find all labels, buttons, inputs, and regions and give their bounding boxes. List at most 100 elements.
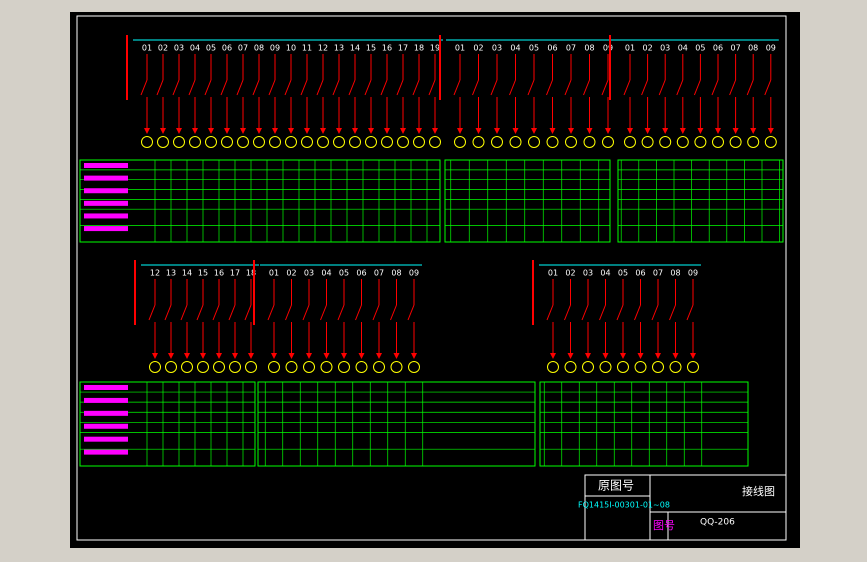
arrow xyxy=(494,128,500,134)
switch xyxy=(212,304,220,321)
arrow xyxy=(184,353,190,359)
switch xyxy=(583,79,590,96)
arrow xyxy=(620,353,626,359)
arrow xyxy=(384,128,390,134)
arrow xyxy=(256,128,262,134)
switch xyxy=(302,304,310,321)
switch xyxy=(172,79,180,96)
column-number: 08 xyxy=(748,44,758,53)
column-number: 04 xyxy=(510,44,520,53)
arrow xyxy=(358,353,365,359)
load xyxy=(454,136,466,148)
column-number: 17 xyxy=(230,269,240,278)
switch xyxy=(164,304,172,321)
load xyxy=(165,361,177,373)
column-number: 14 xyxy=(350,44,360,53)
load xyxy=(676,136,689,148)
switch xyxy=(252,79,260,96)
switch xyxy=(472,79,479,96)
switch xyxy=(564,304,571,321)
arrow xyxy=(644,128,651,134)
column-number: 01 xyxy=(269,269,279,278)
load xyxy=(652,361,664,373)
column-number: 14 xyxy=(182,269,192,278)
arrow xyxy=(549,128,556,134)
load xyxy=(669,361,682,373)
column-number: 02 xyxy=(286,269,296,278)
column-number: 02 xyxy=(565,269,575,278)
switch xyxy=(616,304,624,321)
sheet xyxy=(70,12,800,548)
load xyxy=(599,361,612,373)
load xyxy=(213,361,225,373)
switch xyxy=(156,79,164,96)
switch xyxy=(658,79,666,96)
table xyxy=(257,381,536,467)
column-number: 08 xyxy=(584,44,594,53)
switch xyxy=(204,79,212,96)
arrow xyxy=(323,353,330,359)
switch xyxy=(509,79,516,96)
arrow xyxy=(586,128,593,134)
column-number: 01 xyxy=(548,269,558,278)
load xyxy=(245,361,257,373)
arrow xyxy=(306,353,312,359)
arrow xyxy=(550,353,556,359)
switch xyxy=(490,79,498,96)
column-number: 03 xyxy=(660,44,670,53)
arrow xyxy=(531,128,537,134)
load xyxy=(181,361,193,373)
load xyxy=(547,361,559,373)
arrow xyxy=(208,128,214,134)
switch xyxy=(140,79,148,96)
arrow xyxy=(376,353,382,359)
column-number: 02 xyxy=(643,44,653,53)
column-number: 04 xyxy=(321,269,331,278)
column-number: 09 xyxy=(688,269,698,278)
switch xyxy=(746,79,754,96)
column-number: 06 xyxy=(713,44,723,53)
column-number: 01 xyxy=(142,44,152,53)
column-number: 06 xyxy=(547,44,557,53)
load xyxy=(509,136,522,148)
title-block xyxy=(584,474,787,541)
switch xyxy=(564,79,572,96)
load xyxy=(659,136,672,148)
arrow xyxy=(411,353,417,359)
load xyxy=(221,136,233,148)
load xyxy=(582,361,594,373)
switch xyxy=(228,304,236,321)
arrow xyxy=(715,128,721,134)
arrow xyxy=(224,128,230,134)
switch xyxy=(599,304,606,321)
load xyxy=(472,136,485,148)
switch xyxy=(196,304,204,321)
arrow xyxy=(637,353,644,359)
switch xyxy=(676,79,684,96)
drawing-name: 接线图 xyxy=(742,484,775,498)
load xyxy=(317,136,329,148)
arrow xyxy=(176,128,182,134)
load xyxy=(149,361,161,373)
load xyxy=(546,136,559,148)
load xyxy=(229,361,241,373)
switch xyxy=(669,304,676,321)
column-number: 03 xyxy=(583,269,593,278)
load xyxy=(602,136,614,148)
arrow xyxy=(393,353,400,359)
table xyxy=(617,159,784,243)
switch xyxy=(764,79,772,96)
table xyxy=(79,381,256,467)
arrow xyxy=(567,353,574,359)
arrow xyxy=(662,128,669,134)
load xyxy=(301,136,313,148)
load xyxy=(381,136,393,148)
switch xyxy=(284,79,292,96)
arrow xyxy=(627,128,633,134)
switch xyxy=(407,304,415,321)
load xyxy=(564,361,577,373)
switch xyxy=(320,304,327,321)
load xyxy=(729,136,742,148)
load xyxy=(268,361,280,373)
